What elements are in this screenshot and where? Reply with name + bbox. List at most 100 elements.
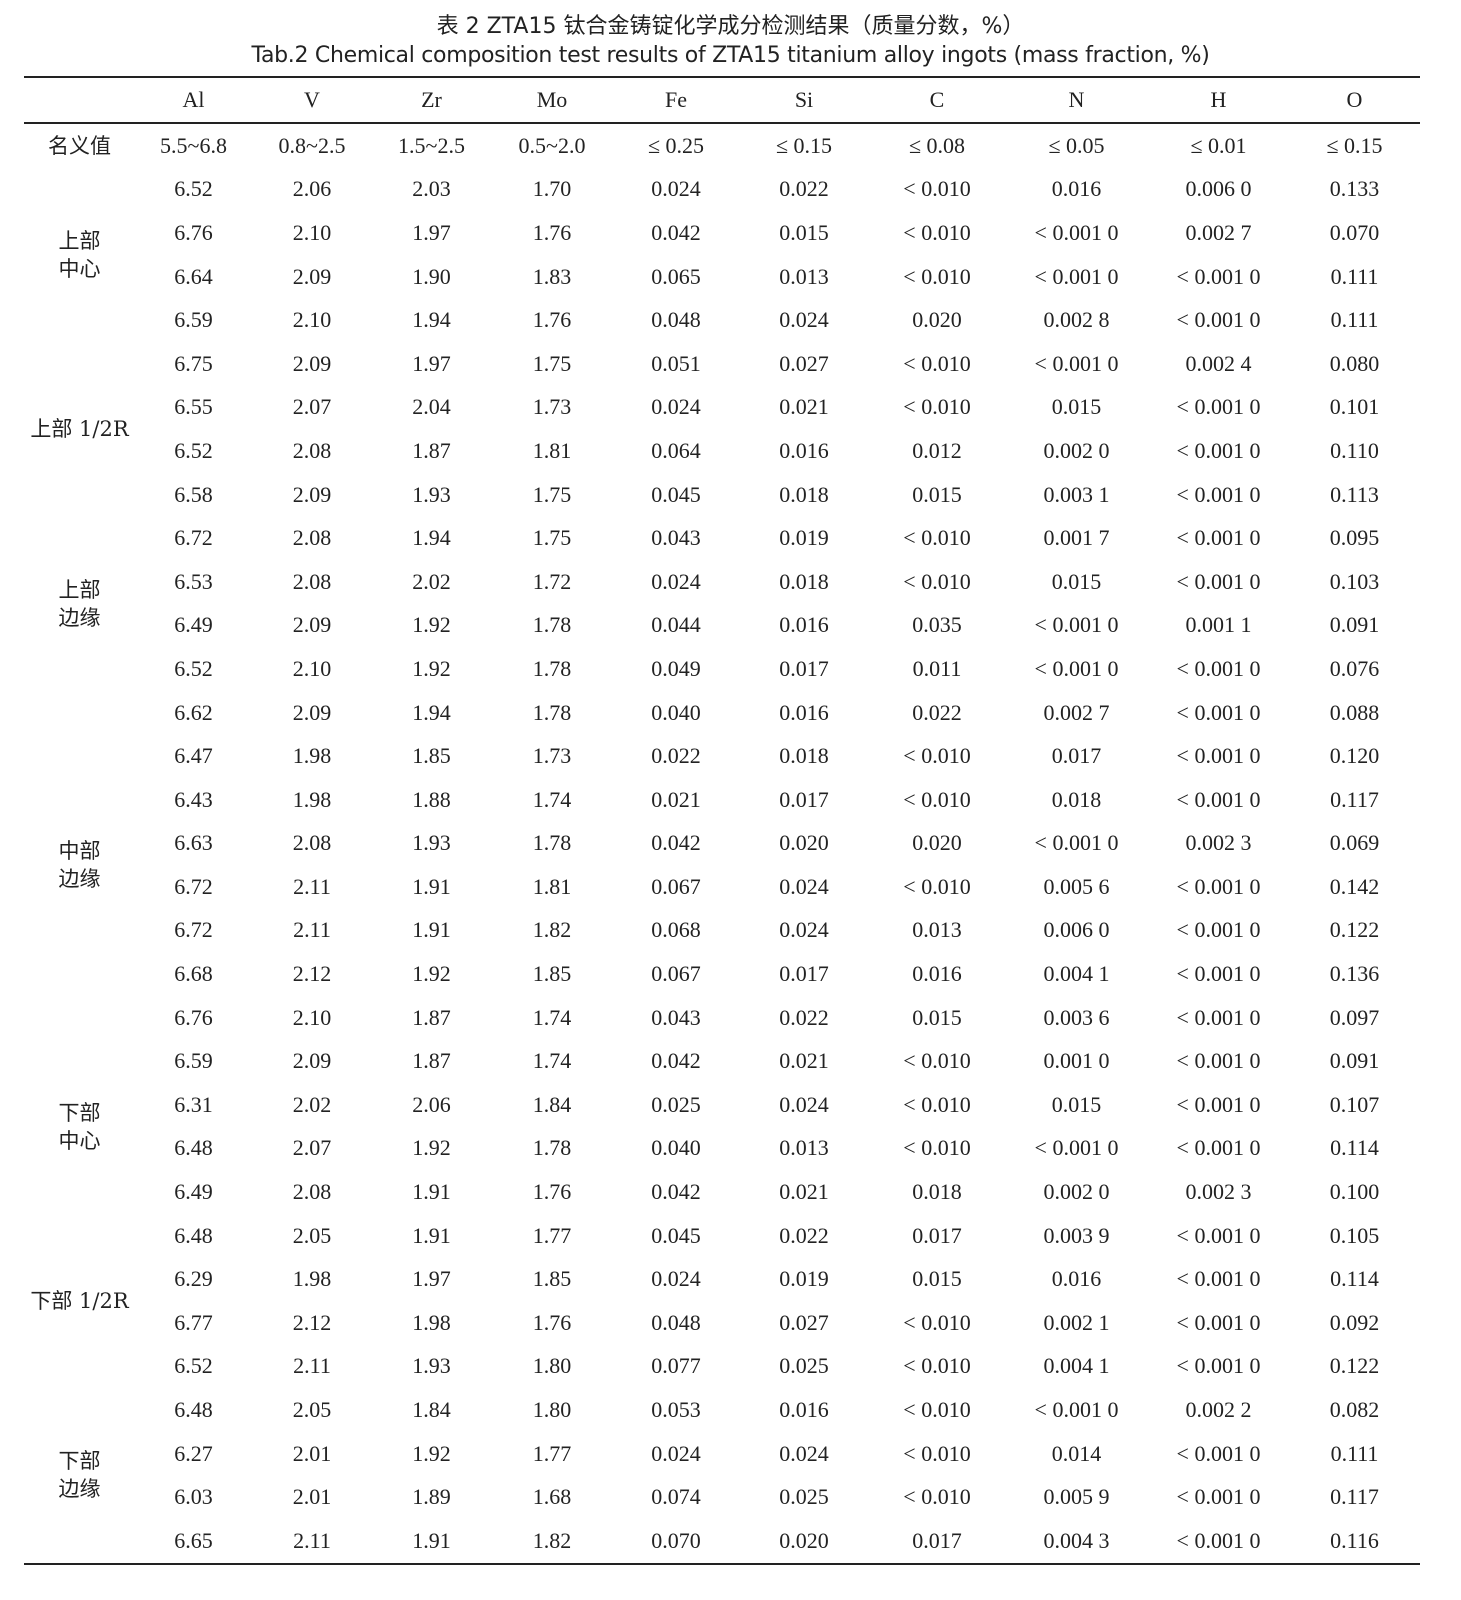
column-header: Si (794, 87, 814, 112)
data-cell: 6.52 (174, 1353, 213, 1379)
data-cell: 0.048 (651, 1309, 701, 1335)
data-cell: 0.013 (779, 1135, 829, 1161)
data-cell: 0.021 (779, 394, 829, 420)
data-cell: 1.75 (532, 350, 572, 376)
data-cell: < 0.001 0 (1176, 1048, 1261, 1074)
data-cell: 0.044 (651, 612, 701, 638)
data-cell: 0.070 (651, 1527, 701, 1553)
data-cell: 1.72 (532, 568, 572, 594)
data-cell: < 0.001 0 (1176, 481, 1261, 507)
data-cell: 6.62 (174, 699, 213, 725)
column-header: O (1346, 87, 1363, 112)
data-cell: 0.016 (779, 699, 829, 725)
data-cell: 6.43 (174, 786, 213, 812)
caption-english: Tab.2 Chemical composition test results … (251, 43, 1210, 68)
data-cell: < 0.001 0 (1034, 655, 1119, 681)
data-cell: < 0.010 (903, 394, 971, 420)
data-cell: < 0.010 (903, 1353, 971, 1379)
data-cell: 0.016 (912, 961, 962, 987)
data-cell: < 0.001 0 (1034, 1397, 1119, 1423)
data-cell: 1.91 (412, 917, 451, 943)
data-cell: 0.045 (651, 1222, 701, 1248)
data-cell: 0.016 (779, 1397, 829, 1423)
table-row: 上部 1/2R 6.75 2.09 1.97 1.75 0.051 0.027 < 0.010… (24, 342, 1420, 441)
data-cell: 0.015 (1051, 568, 1102, 594)
data-cell: 0.100 (1329, 1179, 1380, 1205)
data-cell: 2.08 (292, 437, 332, 463)
nominal-cell: ≤ 0.15 (775, 132, 833, 158)
data-cell: < 0.001 0 (1176, 873, 1261, 899)
data-cell: 2.10 (292, 1004, 332, 1030)
data-cell: 0.048 (651, 307, 701, 333)
data-cell: 0.024 (779, 307, 829, 333)
data-cell: 0.002 3 (1185, 1179, 1252, 1205)
data-cell: < 0.010 (903, 1440, 971, 1466)
data-cell: 2.05 (292, 1222, 332, 1248)
data-cell: 0.025 (779, 1484, 829, 1510)
column-header (24, 77, 135, 123)
data-cell: < 0.001 0 (1176, 1266, 1261, 1292)
data-cell: < 0.010 (903, 1135, 971, 1161)
data-cell: 6.72 (174, 917, 213, 943)
data-cell: < 0.001 0 (1176, 568, 1261, 594)
data-cell: 1.92 (412, 655, 451, 681)
data-cell: 0.020 (912, 830, 962, 856)
data-cell: 0.002 7 (1185, 219, 1252, 245)
data-cell: 2.04 (412, 394, 451, 420)
data-cell: 2.11 (293, 917, 331, 943)
data-cell: 2.08 (292, 1179, 332, 1205)
nominal-row: 名义值 5.5~6.8 0.8~2.5 1.5~2.5 0.5~2.0 ≤ 0.25 ≤ 0… (24, 123, 1420, 168)
data-cell: 6.76 (174, 219, 213, 245)
table-row: 6.72 2.11 1.91 1.82 0.068 0.024 0.013 0.006 0 < … (24, 909, 1420, 953)
table-row: 6.47 1.98 1.85 1.73 0.022 0.018 < 0.010 0.017 < … (24, 734, 1420, 778)
data-cell: 1.76 (532, 307, 572, 333)
data-cell: 0.005 6 (1043, 873, 1110, 899)
data-cell: 6.68 (174, 961, 213, 987)
column-header: Mo (536, 87, 568, 112)
data-cell: 2.03 (412, 176, 451, 202)
data-cell: 0.016 (1051, 1266, 1102, 1292)
data-cell: 2.09 (292, 612, 332, 638)
data-cell: 0.067 (651, 873, 701, 899)
data-cell: < 0.010 (903, 219, 971, 245)
column-header: Al (182, 87, 205, 112)
data-cell: 1.78 (532, 1135, 572, 1161)
data-cell: 0.001 1 (1185, 612, 1252, 638)
data-cell: 1.98 (292, 743, 332, 769)
data-cell: 1.68 (532, 1484, 572, 1510)
data-cell: < 0.001 0 (1034, 219, 1119, 245)
data-cell: 0.004 1 (1043, 1353, 1110, 1379)
column-header: N (1068, 87, 1085, 112)
data-cell: < 0.010 (903, 743, 971, 769)
table-row: 6.68 2.12 1.92 1.85 0.067 0.017 0.016 0.004 1 < … (24, 952, 1420, 996)
data-cell: 1.93 (412, 830, 451, 856)
data-cell: 0.113 (1330, 481, 1379, 507)
table-row: 6.48 2.07 1.92 1.78 0.040 0.013 < 0.010 < 0.001… (24, 1127, 1420, 1171)
data-cell: < 0.001 0 (1176, 1309, 1261, 1335)
data-cell: < 0.010 (903, 568, 971, 594)
data-cell: 2.12 (292, 961, 332, 987)
data-cell: 0.015 (912, 1004, 962, 1030)
data-cell: < 0.001 0 (1176, 1527, 1261, 1553)
data-cell: < 0.010 (903, 176, 971, 202)
column-header: Zr (421, 87, 442, 112)
composition-table: Al V Zr Mo Fe Si C N H O 名义值 5.5~6.8 0.8~2.5 1.5~2.5… (24, 76, 1420, 1565)
data-cell: 1.89 (412, 1484, 451, 1510)
data-cell: 1.88 (412, 786, 451, 812)
data-cell: < 0.010 (903, 350, 971, 376)
data-cell: 0.074 (651, 1484, 701, 1510)
data-cell: 1.76 (532, 1309, 572, 1335)
data-cell: 1.97 (412, 350, 451, 376)
table-row: 6.52 2.11 1.93 1.80 0.077 0.025 < 0.010 0.004 1… (24, 1345, 1420, 1389)
data-cell: 0.022 (779, 1222, 829, 1248)
data-cell: 1.91 (412, 873, 451, 899)
nominal-cell: 1.5~2.5 (398, 132, 465, 158)
column-header: C (929, 87, 945, 112)
data-cell: 0.018 (779, 568, 829, 594)
data-cell: 1.76 (532, 1179, 572, 1205)
data-cell: 1.84 (412, 1397, 451, 1423)
data-cell: 6.55 (174, 394, 213, 420)
data-cell: 0.015 (1051, 1091, 1102, 1117)
data-cell: 1.97 (412, 1266, 451, 1292)
data-cell: 2.09 (292, 1048, 332, 1074)
